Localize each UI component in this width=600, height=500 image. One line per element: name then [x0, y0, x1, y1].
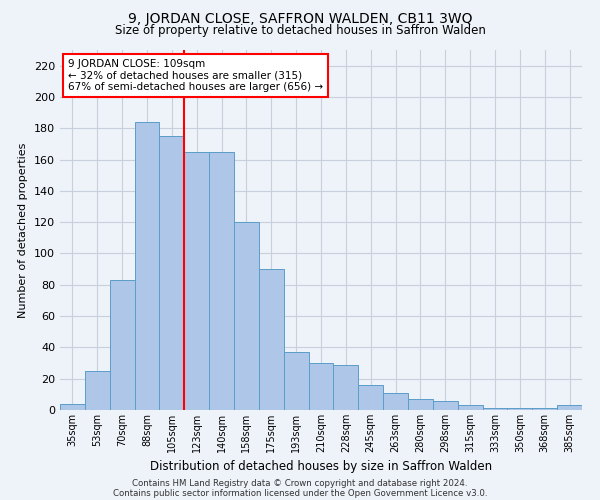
Bar: [160, 136, 184, 410]
Bar: [508, 408, 532, 410]
Text: Contains public sector information licensed under the Open Government Licence v3: Contains public sector information licen…: [113, 488, 487, 498]
Bar: [334, 364, 358, 410]
Bar: [408, 399, 433, 410]
Bar: [284, 352, 308, 410]
Bar: [532, 408, 557, 410]
Bar: [482, 408, 508, 410]
Bar: [383, 393, 408, 410]
Bar: [557, 406, 582, 410]
Text: 9 JORDAN CLOSE: 109sqm
← 32% of detached houses are smaller (315)
67% of semi-de: 9 JORDAN CLOSE: 109sqm ← 32% of detached…: [68, 59, 323, 92]
Bar: [458, 406, 482, 410]
Bar: [184, 152, 209, 410]
Text: 9, JORDAN CLOSE, SAFFRON WALDEN, CB11 3WQ: 9, JORDAN CLOSE, SAFFRON WALDEN, CB11 3W…: [128, 12, 472, 26]
Text: Size of property relative to detached houses in Saffron Walden: Size of property relative to detached ho…: [115, 24, 485, 37]
Bar: [85, 371, 110, 410]
Bar: [234, 222, 259, 410]
Y-axis label: Number of detached properties: Number of detached properties: [19, 142, 28, 318]
Bar: [110, 280, 134, 410]
Bar: [60, 404, 85, 410]
Bar: [358, 385, 383, 410]
Bar: [259, 269, 284, 410]
Bar: [308, 363, 334, 410]
Bar: [433, 400, 458, 410]
X-axis label: Distribution of detached houses by size in Saffron Walden: Distribution of detached houses by size …: [150, 460, 492, 473]
Bar: [209, 152, 234, 410]
Bar: [134, 122, 160, 410]
Text: Contains HM Land Registry data © Crown copyright and database right 2024.: Contains HM Land Registry data © Crown c…: [132, 478, 468, 488]
